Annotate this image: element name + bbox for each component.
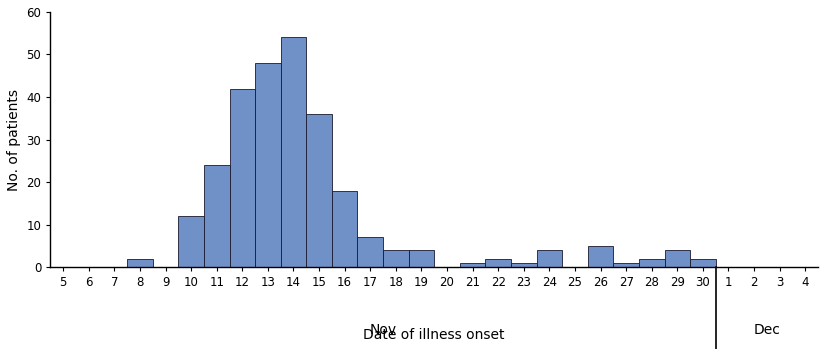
Bar xyxy=(178,216,204,267)
Bar xyxy=(664,250,691,267)
Bar xyxy=(127,259,153,267)
Bar xyxy=(357,237,383,267)
Bar xyxy=(229,89,255,267)
Y-axis label: No. of patients: No. of patients xyxy=(7,89,21,191)
Bar xyxy=(332,191,357,267)
Bar xyxy=(691,259,716,267)
X-axis label: Date of illness onset: Date of illness onset xyxy=(364,328,505,342)
Bar xyxy=(204,165,229,267)
Text: Dec: Dec xyxy=(753,323,780,337)
Text: Nov: Nov xyxy=(370,323,397,337)
Bar xyxy=(511,263,536,267)
Bar xyxy=(613,263,639,267)
Bar xyxy=(306,114,332,267)
Bar xyxy=(587,246,613,267)
Bar xyxy=(460,263,485,267)
Bar xyxy=(280,37,306,267)
Bar xyxy=(639,259,664,267)
Bar xyxy=(383,250,408,267)
Bar xyxy=(485,259,511,267)
Bar xyxy=(408,250,434,267)
Bar xyxy=(536,250,562,267)
Bar xyxy=(255,63,281,267)
